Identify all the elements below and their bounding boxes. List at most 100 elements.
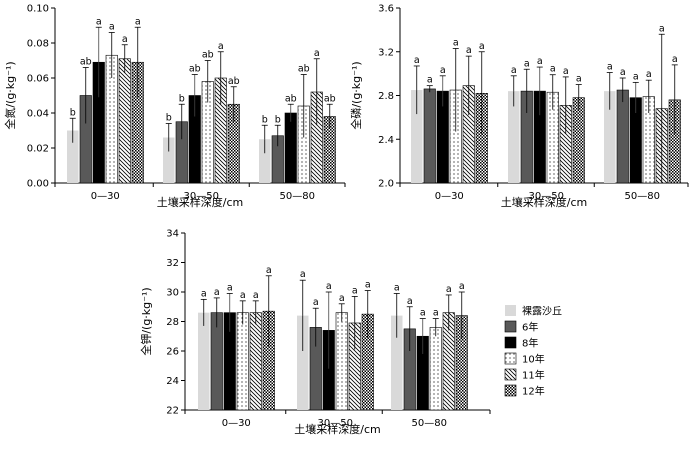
x-axis-title: 土壤采样深度/cm (294, 422, 380, 436)
x-tick-label: 0—30 (91, 191, 120, 202)
charts: 0.00 0.02 0.04 0.06 0.08 0.10 0—30 30—50 50—80 土壤… (3, 4, 689, 436)
significance-label: a (466, 45, 472, 56)
y-tick-label: 0.00 (27, 179, 49, 190)
significance-label: a (550, 64, 556, 75)
bar (411, 90, 423, 183)
significance-label: a (240, 290, 246, 301)
x-tick-label: 0—30 (435, 191, 464, 202)
legend-label: 10年 (522, 353, 545, 366)
y-tick-label: 3.2 (378, 47, 394, 58)
bar (423, 88, 436, 184)
legend-swatch (504, 320, 517, 333)
significance-label: a (446, 284, 452, 295)
significance-label: a (365, 280, 371, 291)
x-tick-label: 50—80 (625, 191, 660, 202)
y-tick-label: 34 (166, 229, 179, 240)
bar (259, 139, 271, 183)
significance-label: a (646, 69, 652, 80)
significance-label: ab (285, 93, 297, 104)
x-tick-label: 30—50 (529, 191, 564, 202)
significance-label: a (201, 288, 207, 299)
bar (604, 91, 616, 183)
significance-label: ab (189, 64, 201, 75)
significance-label: a (453, 37, 459, 48)
x-tick-label: 50—80 (412, 418, 447, 429)
y-tick-label: 2.4 (378, 135, 394, 146)
significance-label: a (326, 281, 332, 292)
significance-label: a (227, 282, 233, 293)
significance-label: ab (80, 57, 92, 68)
significance-label: a (339, 293, 345, 304)
significance-label: ab (202, 50, 214, 61)
legend-swatch (504, 384, 517, 397)
legend-label: 裸露沙丘 (522, 305, 562, 318)
y-tick-label: 0.02 (27, 144, 49, 155)
significance-label: a (218, 41, 224, 52)
y-tick-label: 2.0 (378, 179, 394, 190)
significance-label: b (70, 107, 76, 118)
x-tick-label: 30—50 (184, 191, 219, 202)
significance-label: a (314, 48, 320, 59)
significance-label: a (122, 34, 128, 45)
y-tick-label: 3.6 (378, 4, 394, 15)
significance-label: a (266, 265, 272, 276)
significance-label: a (414, 55, 420, 66)
significance-label: ab (228, 76, 240, 87)
x-tick-label: 30—50 (318, 418, 353, 429)
significance-label: a (563, 66, 569, 77)
significance-label: a (672, 54, 678, 65)
y-axis-title: 全钾/(g·kg⁻¹) (139, 287, 153, 355)
significance-label: a (620, 67, 626, 78)
bar (236, 312, 249, 411)
x-tick-label: 50—80 (280, 191, 315, 202)
significance-label: ab (298, 64, 310, 75)
y-tick-label: 0.04 (27, 109, 49, 120)
legend-label: 6年 (522, 321, 538, 334)
y-tick-label: 28 (166, 317, 179, 328)
y-tick-label: 0.08 (27, 39, 49, 50)
significance-label: a (427, 75, 433, 86)
bar (198, 312, 210, 410)
bar (163, 137, 175, 183)
legend-label: 11年 (522, 369, 545, 382)
bar (508, 91, 520, 183)
significance-label: a (576, 74, 582, 85)
significance-label: a (511, 65, 517, 76)
bar (429, 327, 442, 411)
x-axis-title: 土壤采样深度/cm (501, 195, 587, 209)
significance-label: a (459, 281, 465, 292)
legend-swatch (504, 352, 517, 365)
significance-label: a (420, 308, 426, 319)
significance-label: a (109, 22, 115, 33)
y-tick-label: 32 (166, 258, 179, 269)
bar (284, 112, 297, 184)
x-tick-label: 0—30 (222, 418, 251, 429)
bar (616, 89, 629, 184)
significance-label: b (166, 113, 172, 124)
significance-label: a (96, 16, 102, 27)
y-axis-title: 全氮/(g·kg⁻¹) (3, 61, 17, 129)
significance-label: a (214, 287, 220, 298)
significance-label: ab (324, 93, 336, 104)
significance-label: a (607, 62, 613, 73)
significance-label: a (433, 308, 439, 319)
significance-label: b (262, 114, 268, 125)
legend-swatch (504, 336, 517, 349)
y-tick-label: 22 (166, 406, 179, 417)
bar (335, 312, 348, 411)
legend-swatch (505, 305, 516, 316)
legend-label: 12年 (522, 385, 545, 398)
chart-3: 22 24 26 28 30 32 34 0—30 30—50 50—80 土壤采样深度/cm 全钾/… (139, 229, 491, 436)
significance-label: a (300, 269, 306, 280)
y-tick-label: 0.10 (27, 4, 49, 15)
significance-label: a (524, 58, 530, 69)
y-tick-label: 30 (166, 288, 179, 299)
significance-label: b (275, 114, 281, 125)
bar (118, 58, 131, 184)
y-tick-label: 24 (166, 376, 179, 387)
bar (67, 130, 79, 183)
significance-label: a (352, 285, 358, 296)
significance-label: a (440, 65, 446, 76)
significance-label: a (479, 41, 485, 52)
